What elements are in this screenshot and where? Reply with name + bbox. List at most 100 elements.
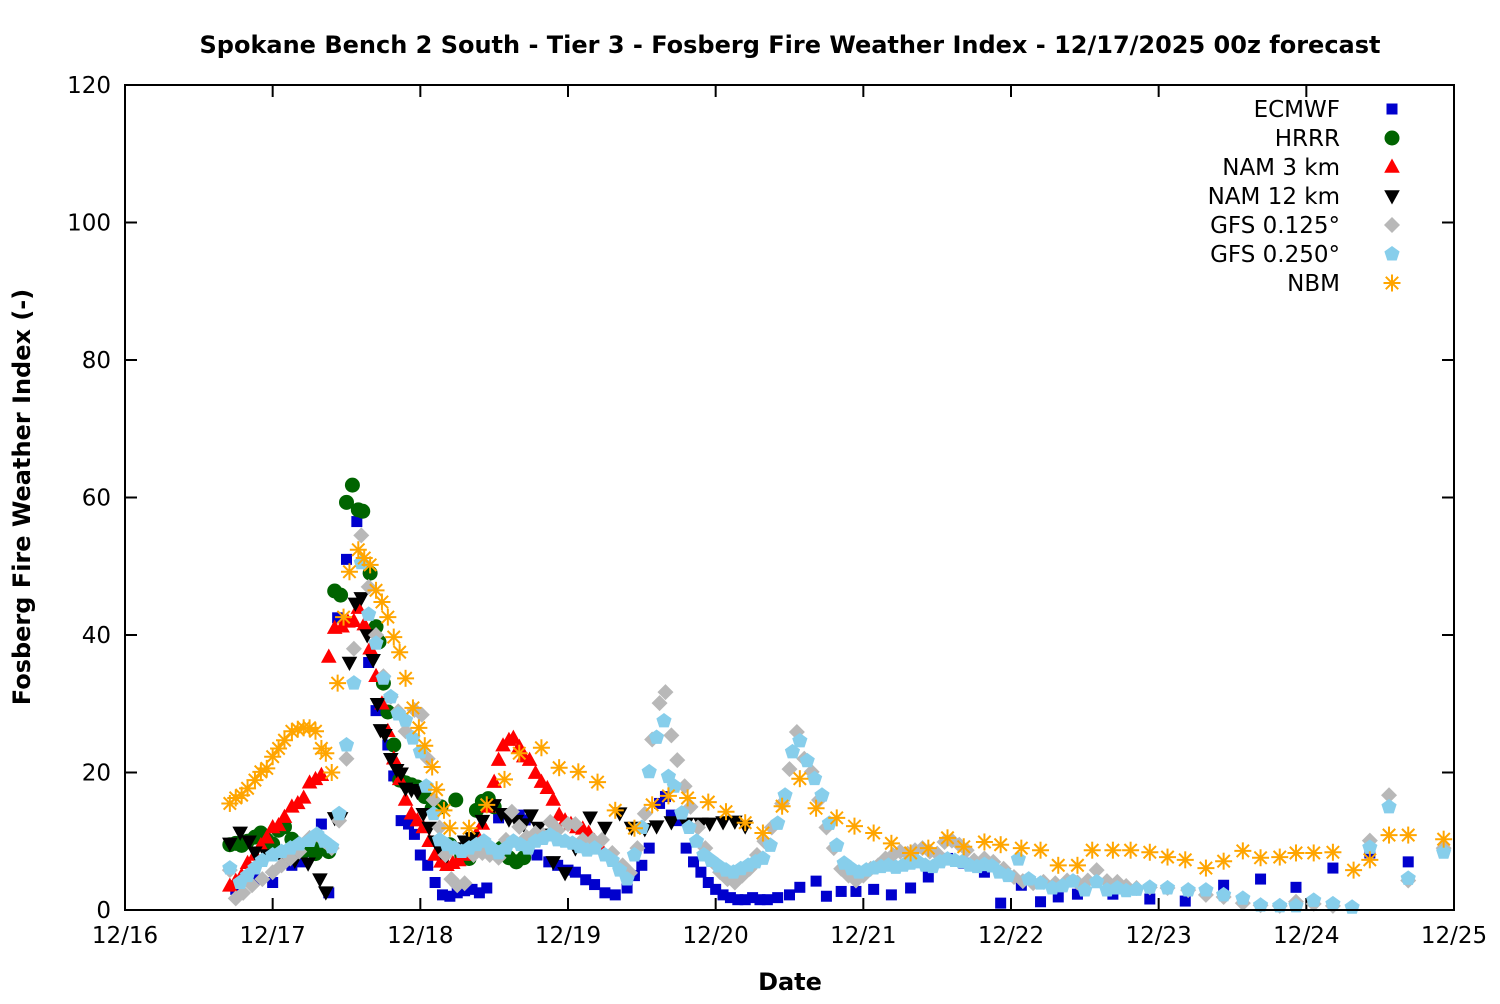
data-point (318, 886, 334, 901)
data-point (1345, 861, 1363, 879)
data-point (663, 727, 680, 744)
data-point (671, 815, 683, 827)
data-point (295, 789, 312, 804)
data-point (762, 837, 778, 852)
data-point (1159, 848, 1177, 866)
data-point (397, 712, 414, 727)
data-point (651, 695, 668, 712)
data-point (275, 731, 293, 749)
data-point (829, 837, 845, 852)
data-point (1035, 896, 1047, 908)
data-point (663, 816, 680, 831)
legend-item-ecmwf: ECMWF (1254, 97, 1398, 123)
data-point (1065, 873, 1081, 888)
data-point (539, 779, 556, 795)
data-point (324, 838, 340, 854)
data-point (335, 608, 353, 626)
data-point (222, 860, 238, 875)
data-point (747, 892, 759, 904)
data-point (1077, 882, 1093, 897)
legend-item-nam-12-km: NAM 12 km (1208, 184, 1400, 210)
data-point (247, 846, 263, 861)
data-point (361, 556, 379, 574)
data-point (1071, 888, 1083, 900)
legend-marker-asterisk-icon (1383, 274, 1401, 292)
data-point (784, 889, 795, 901)
data-point (636, 859, 648, 871)
data-point (580, 874, 592, 886)
data-point (436, 889, 448, 901)
data-point (365, 654, 381, 669)
data-point (773, 797, 791, 815)
data-point (569, 763, 587, 781)
data-point (414, 849, 426, 861)
data-point (393, 767, 409, 782)
data-point (1122, 841, 1140, 859)
data-point (702, 877, 714, 888)
data-point (1436, 844, 1452, 859)
data-point (688, 833, 705, 848)
data-point (569, 866, 581, 878)
data-point (626, 847, 643, 862)
data-point (1180, 882, 1196, 897)
data-point (770, 815, 786, 830)
axes-layer: 12/16 12/17 12/18 12/19 12/20 12/21 12/22 12/23… (67, 73, 1487, 949)
data-point (397, 791, 414, 806)
data-point (527, 764, 544, 779)
data-point (810, 875, 822, 887)
data-point (385, 628, 403, 646)
data-point (1272, 897, 1288, 913)
data-point (724, 892, 736, 904)
data-point (1176, 851, 1194, 869)
data-point (636, 805, 653, 822)
data-point (1104, 841, 1122, 859)
data-point (807, 799, 825, 817)
data-point (806, 770, 823, 786)
data-point (383, 688, 399, 704)
series-nbm (221, 541, 1453, 879)
data-point (755, 850, 771, 865)
data-point (648, 820, 665, 835)
data-point (868, 883, 880, 895)
data-point (421, 821, 437, 836)
data-point (403, 818, 415, 830)
data-point (939, 829, 957, 847)
data-point (902, 844, 920, 862)
data-point (254, 871, 271, 888)
data-point (246, 771, 264, 789)
data-point (589, 879, 601, 891)
data-point (329, 674, 347, 692)
data-point (351, 516, 363, 528)
data-point (1252, 849, 1270, 867)
data-point (820, 890, 832, 902)
legend-marker-pentagon-icon (1384, 246, 1400, 261)
data-point (283, 722, 301, 740)
data-point (794, 881, 806, 893)
data-point (688, 856, 700, 868)
x-tick-label: 12/24 (1273, 923, 1339, 949)
data-point (545, 791, 562, 806)
data-point (736, 814, 754, 832)
data-point (850, 885, 862, 897)
legend-item-hrrr: HRRR (1275, 126, 1400, 152)
data-point (466, 883, 478, 895)
data-point (312, 873, 328, 888)
data-point (350, 599, 367, 614)
data-point (1362, 839, 1378, 854)
data-point (320, 648, 337, 663)
data-point (397, 669, 415, 687)
data-point (845, 817, 863, 835)
data-point (656, 712, 672, 728)
data-point (286, 859, 298, 871)
x-tick-label: 12/23 (1126, 923, 1192, 949)
data-point (609, 889, 621, 901)
data-point (313, 766, 330, 781)
data-point (473, 887, 485, 899)
data-point (315, 818, 327, 830)
data-point (404, 699, 422, 717)
data-point (1216, 886, 1232, 902)
data-point (323, 764, 341, 781)
data-point (300, 857, 316, 872)
data-point (425, 792, 442, 808)
data-point (1144, 893, 1156, 905)
